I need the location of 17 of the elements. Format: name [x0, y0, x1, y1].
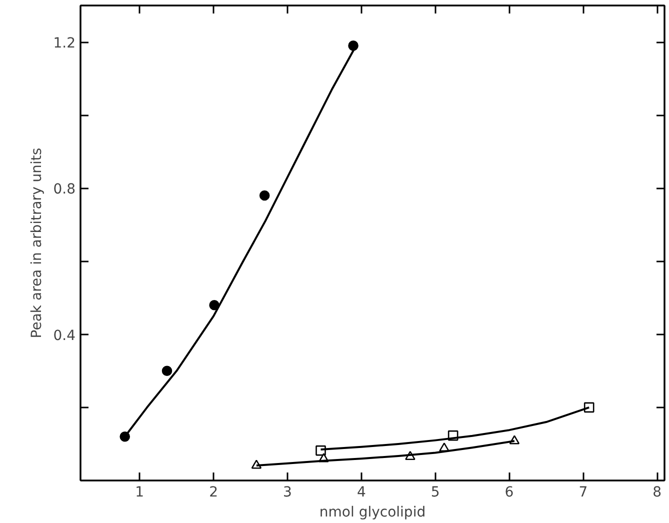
x-tick-label: 4 [356, 484, 366, 500]
point [259, 190, 270, 201]
x-tick-label: 3 [283, 484, 292, 500]
y-tick-label: 0.4 [53, 328, 76, 344]
x-tick-label: 5 [430, 484, 440, 500]
x-tick-label: 8 [652, 484, 662, 500]
y-axis-title: Peak area in arbitrary units [29, 148, 46, 338]
x-tick-label: 2 [209, 484, 218, 500]
point [348, 40, 358, 51]
point [209, 300, 220, 310]
x-tick-label: 6 [504, 484, 514, 500]
x-tick-label: 7 [578, 484, 588, 500]
y-tick-label: 1.2 [53, 36, 76, 52]
y-tick-label: 0.8 [53, 182, 76, 198]
point [162, 366, 172, 376]
x-axis-title: nmol glycolipid [319, 504, 426, 520]
x-tick-label: 1 [135, 484, 144, 500]
